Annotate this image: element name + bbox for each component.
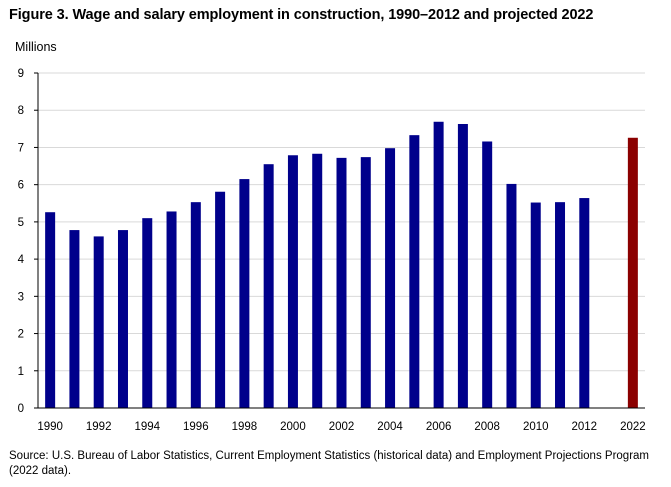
chart-title: Figure 3. Wage and salary employment in … [9,7,594,23]
bar-1994 [142,218,153,408]
axes [34,72,645,409]
bar-2002 [336,157,347,408]
x-tick-label: 2012 [572,421,598,433]
bar-1999 [263,164,274,408]
bar-1991 [69,230,80,408]
bar-1993 [117,230,128,408]
y-tick-label: 9 [18,68,24,80]
bar-1990 [45,212,56,408]
bar-2003 [360,157,371,408]
y-tick-label: 8 [18,105,24,117]
bar-2006 [433,121,444,408]
x-tick-label: 2000 [280,421,306,433]
bar-2012 [579,198,590,408]
bar-chart: 0 1 2 3 4 5 6 7 8 9 1990 1992 1994 1996 1998 2000 2002 2… [18,68,646,433]
x-tick-label: 2002 [329,421,355,433]
bar-2010 [530,202,541,408]
y-tick-label: 6 [18,180,24,192]
x-tick-label: 1998 [232,421,258,433]
bar-1997 [215,191,226,408]
source-note: Source: U.S. Bureau of Labor Statistics,… [9,450,649,477]
bar-1996 [190,202,201,408]
y-tick-label: 1 [18,366,24,378]
bar-2001 [312,153,323,408]
y-tick-labels: 0 1 2 3 4 5 6 7 8 9 [18,68,25,415]
y-tick-label: 5 [18,217,24,229]
y-tick-label: 0 [18,403,24,415]
bar-1998 [239,179,250,408]
y-tick-label: 2 [18,329,24,341]
bar-2007 [457,123,468,408]
bar-2009 [506,183,517,408]
y-tick-label: 3 [18,291,24,303]
projected-bar-2022 [627,137,638,408]
x-tick-label: 1992 [86,421,112,433]
y-tick-label: 7 [18,142,24,154]
x-tick-label: 2004 [377,421,403,433]
bar-1992 [93,236,104,408]
y-tick-label: 4 [18,254,25,266]
x-tick-label: 1994 [134,421,160,433]
x-tick-label: 2022 [620,421,646,433]
bar-2008 [482,141,493,408]
x-tick-label: 1996 [183,421,209,433]
bar-2005 [409,135,420,408]
bar-1995 [166,211,177,408]
bars [45,121,638,408]
x-tick-label: 2008 [474,421,500,433]
x-tick-labels: 1990 1992 1994 1996 1998 2000 2002 2004 2006 2008… [37,421,645,433]
x-tick-label: 2006 [426,421,452,433]
bar-2011 [555,202,566,408]
bar-2000 [287,155,298,408]
x-tick-label: 1990 [37,421,63,433]
bar-2004 [385,148,396,408]
y-axis-label: Millions [15,40,57,54]
x-tick-label: 2010 [523,421,549,433]
gridlines [38,72,645,372]
